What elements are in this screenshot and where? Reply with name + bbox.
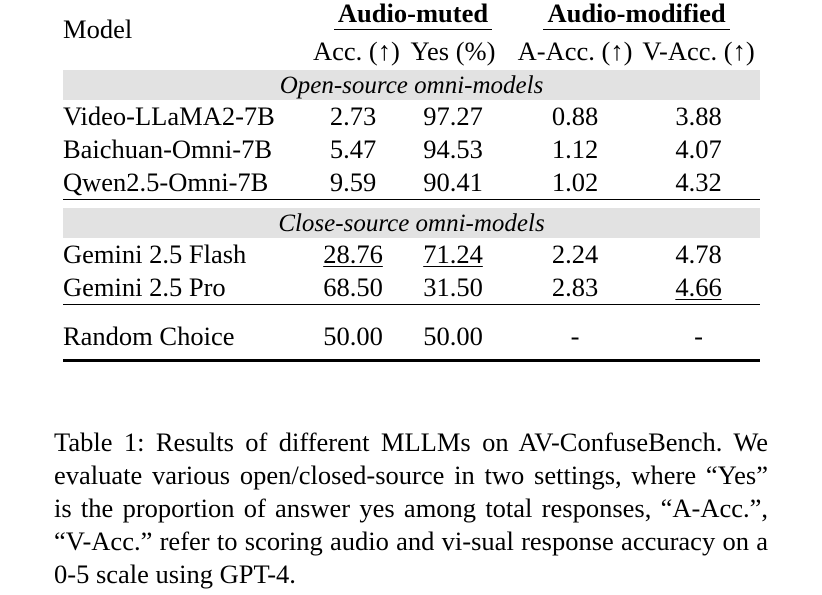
section-header-close-source: Close-source omni-models [63, 208, 761, 238]
yes-cell: 94.53 [423, 134, 483, 165]
audio-modified-group-header: Audio-modified [513, 0, 760, 32]
audio-muted-group-header: Audio-muted [313, 0, 513, 32]
acc-cell: 68.50 [323, 272, 383, 303]
yes-column-header: Yes (%) [410, 35, 496, 66]
section-divider [63, 199, 761, 208]
acc-cell: 2.73 [329, 101, 377, 132]
model-name: Baichuan-Omni-7B [63, 134, 273, 165]
model-name: Qwen2.5-Omni-7B [63, 167, 269, 198]
model-name: Gemini 2.5 Pro [63, 272, 226, 303]
model-name: Random Choice [63, 313, 313, 362]
v-acc-column-header: V-Acc. (↑) [642, 35, 755, 66]
table-row: Qwen2.5-Omni-7B 9.59 90.41 1.02 4.32 [63, 166, 760, 200]
acc-cell: 28.76 [323, 239, 383, 270]
yes-cell: 90.41 [423, 167, 483, 198]
a-acc-cell: 1.12 [551, 134, 599, 165]
model-name: Video-LLaMA2-7B [63, 101, 275, 132]
table-row: Gemini 2.5 Pro 68.50 31.50 2.83 4.66 [63, 271, 760, 305]
section-divider [63, 304, 761, 313]
v-acc-cell: 4.32 [675, 167, 722, 198]
table-row: Video-LLaMA2-7B 2.73 97.27 0.88 3.88 [63, 100, 760, 133]
model-column-header: Model [63, 13, 133, 44]
section-header-open-source: Open-source omni-models [63, 70, 761, 100]
yes-cell: 31.50 [423, 272, 483, 303]
acc-column-header: Acc. (↑) [313, 35, 400, 66]
v-acc-cell: 4.07 [675, 134, 722, 165]
yes-cell: 97.27 [423, 101, 483, 132]
sub-header-row: Acc. (↑) Yes (%) A-Acc. (↑) V-Acc. (↑) [63, 32, 760, 70]
group-header-row: Model Audio-muted Audio-modified [63, 0, 760, 42]
table-row: Baichuan-Omni-7B 5.47 94.53 1.12 4.07 [63, 133, 760, 166]
acc-cell: 50.00 [313, 313, 393, 362]
v-acc-cell: - [637, 313, 761, 362]
table-row: Gemini 2.5 Flash 28.76 71.24 2.24 4.78 [63, 238, 760, 271]
a-acc-cell: 2.83 [551, 272, 599, 303]
results-table: Model Audio-muted Audio-modified Acc. (↑… [63, 0, 761, 362]
acc-cell: 9.59 [329, 167, 377, 198]
baseline-row: Random Choice 50.00 50.00 - - [63, 313, 761, 362]
a-acc-cell: 2.24 [551, 239, 599, 270]
a-acc-column-header: A-Acc. (↑) [517, 35, 633, 66]
results-table-container: Model Audio-muted Audio-modified Acc. (↑… [63, 0, 761, 362]
a-acc-cell: 1.02 [551, 167, 599, 198]
a-acc-cell: - [513, 313, 638, 362]
a-acc-cell: 0.88 [551, 101, 599, 132]
model-name: Gemini 2.5 Flash [63, 239, 247, 270]
yes-cell: 50.00 [393, 313, 514, 362]
v-acc-cell: 3.88 [675, 101, 722, 132]
acc-cell: 5.47 [329, 134, 377, 165]
v-acc-cell: 4.78 [675, 239, 722, 270]
table-caption: Table 1: Results of different MLLMs on A… [54, 426, 768, 589]
v-acc-cell: 4.66 [675, 272, 722, 303]
yes-cell: 71.24 [423, 239, 483, 270]
